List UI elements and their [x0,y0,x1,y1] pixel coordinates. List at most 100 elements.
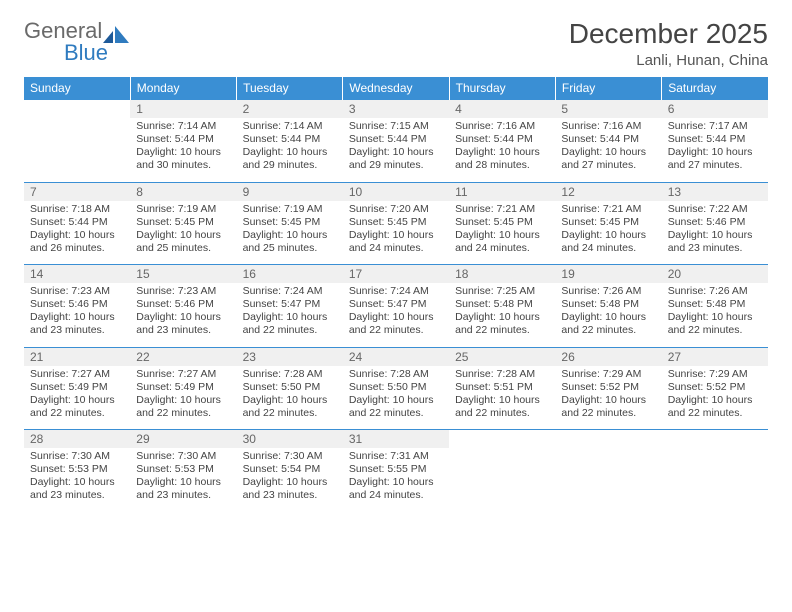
sunrise-text: Sunrise: 7:21 AM [455,203,549,216]
sunrise-text: Sunrise: 7:22 AM [668,203,762,216]
day-body-cell: Sunrise: 7:30 AMSunset: 5:53 PMDaylight:… [130,448,236,512]
day-body-row: Sunrise: 7:30 AMSunset: 5:53 PMDaylight:… [24,448,768,512]
weekday-header: Tuesday [237,77,343,100]
sunrise-text: Sunrise: 7:26 AM [668,285,762,298]
day-number-cell: 20 [662,265,768,284]
sunrise-text: Sunrise: 7:16 AM [455,120,549,133]
daylight-text: Daylight: 10 hours and 22 minutes. [561,394,655,420]
daylight-text: Daylight: 10 hours and 24 minutes. [349,476,443,502]
sunset-text: Sunset: 5:55 PM [349,463,443,476]
day-body-cell: Sunrise: 7:19 AMSunset: 5:45 PMDaylight:… [237,201,343,265]
day-body-cell: Sunrise: 7:21 AMSunset: 5:45 PMDaylight:… [449,201,555,265]
sunset-text: Sunset: 5:45 PM [455,216,549,229]
sunset-text: Sunset: 5:45 PM [349,216,443,229]
daylight-text: Daylight: 10 hours and 23 minutes. [668,229,762,255]
sunset-text: Sunset: 5:47 PM [243,298,337,311]
sunrise-text: Sunrise: 7:28 AM [243,368,337,381]
day-number-cell: 5 [555,100,661,119]
day-body-cell: Sunrise: 7:31 AMSunset: 5:55 PMDaylight:… [343,448,449,512]
day-number-cell: 9 [237,182,343,201]
sunset-text: Sunset: 5:44 PM [30,216,124,229]
day-body-cell: Sunrise: 7:20 AMSunset: 5:45 PMDaylight:… [343,201,449,265]
day-number-cell: 29 [130,430,236,449]
day-body-row: Sunrise: 7:18 AMSunset: 5:44 PMDaylight:… [24,201,768,265]
sunset-text: Sunset: 5:50 PM [243,381,337,394]
sunset-text: Sunset: 5:44 PM [349,133,443,146]
day-body-cell: Sunrise: 7:14 AMSunset: 5:44 PMDaylight:… [237,118,343,182]
day-number-cell: 28 [24,430,130,449]
day-body-row: Sunrise: 7:23 AMSunset: 5:46 PMDaylight:… [24,283,768,347]
day-body-cell: Sunrise: 7:28 AMSunset: 5:50 PMDaylight:… [237,366,343,430]
day-body-cell: Sunrise: 7:16 AMSunset: 5:44 PMDaylight:… [555,118,661,182]
day-number-cell: 16 [237,265,343,284]
daylight-text: Daylight: 10 hours and 24 minutes. [561,229,655,255]
sunset-text: Sunset: 5:50 PM [349,381,443,394]
day-body-row: Sunrise: 7:27 AMSunset: 5:49 PMDaylight:… [24,366,768,430]
day-number-cell: 11 [449,182,555,201]
daylight-text: Daylight: 10 hours and 27 minutes. [668,146,762,172]
day-number-row: 14151617181920 [24,265,768,284]
daylight-text: Daylight: 10 hours and 29 minutes. [243,146,337,172]
day-body-cell: Sunrise: 7:29 AMSunset: 5:52 PMDaylight:… [662,366,768,430]
day-body-cell [662,448,768,512]
day-number-cell: 14 [24,265,130,284]
day-number-row: 78910111213 [24,182,768,201]
day-number-cell: 30 [237,430,343,449]
sunset-text: Sunset: 5:48 PM [561,298,655,311]
logo-overlay: General Blue [24,18,141,66]
day-body-cell: Sunrise: 7:15 AMSunset: 5:44 PMDaylight:… [343,118,449,182]
day-number-cell: 2 [237,100,343,119]
day-number-cell [449,430,555,449]
day-number-cell: 18 [449,265,555,284]
day-number-row: 123456 [24,100,768,119]
sunrise-text: Sunrise: 7:30 AM [243,450,337,463]
day-number-cell: 31 [343,430,449,449]
daylight-text: Daylight: 10 hours and 23 minutes. [136,476,230,502]
sunset-text: Sunset: 5:44 PM [136,133,230,146]
calendar-body: 123456Sunrise: 7:14 AMSunset: 5:44 PMDay… [24,100,768,513]
sunrise-text: Sunrise: 7:14 AM [243,120,337,133]
day-number-cell: 23 [237,347,343,366]
daylight-text: Daylight: 10 hours and 23 minutes. [136,311,230,337]
sunrise-text: Sunrise: 7:30 AM [136,450,230,463]
sunset-text: Sunset: 5:45 PM [136,216,230,229]
day-body-cell: Sunrise: 7:17 AMSunset: 5:44 PMDaylight:… [662,118,768,182]
day-body-cell: Sunrise: 7:30 AMSunset: 5:53 PMDaylight:… [24,448,130,512]
sunrise-text: Sunrise: 7:16 AM [561,120,655,133]
sunset-text: Sunset: 5:46 PM [136,298,230,311]
day-body-cell: Sunrise: 7:26 AMSunset: 5:48 PMDaylight:… [662,283,768,347]
weekday-header: Thursday [449,77,555,100]
daylight-text: Daylight: 10 hours and 22 minutes. [455,311,549,337]
sunset-text: Sunset: 5:49 PM [136,381,230,394]
weekday-header: Monday [130,77,236,100]
daylight-text: Daylight: 10 hours and 23 minutes. [30,311,124,337]
daylight-text: Daylight: 10 hours and 22 minutes. [561,311,655,337]
sunset-text: Sunset: 5:48 PM [668,298,762,311]
weekday-header: Sunday [24,77,130,100]
sunset-text: Sunset: 5:48 PM [455,298,549,311]
day-number-cell: 7 [24,182,130,201]
day-body-cell: Sunrise: 7:18 AMSunset: 5:44 PMDaylight:… [24,201,130,265]
day-body-row: Sunrise: 7:14 AMSunset: 5:44 PMDaylight:… [24,118,768,182]
day-body-cell [24,118,130,182]
day-number-cell: 1 [130,100,236,119]
daylight-text: Daylight: 10 hours and 22 minutes. [668,394,762,420]
sunset-text: Sunset: 5:52 PM [668,381,762,394]
day-number-cell: 27 [662,347,768,366]
daylight-text: Daylight: 10 hours and 22 minutes. [349,311,443,337]
day-body-cell: Sunrise: 7:14 AMSunset: 5:44 PMDaylight:… [130,118,236,182]
sunrise-text: Sunrise: 7:28 AM [455,368,549,381]
daylight-text: Daylight: 10 hours and 22 minutes. [455,394,549,420]
daylight-text: Daylight: 10 hours and 22 minutes. [243,394,337,420]
title-block: December 2025 Lanli, Hunan, China [569,18,768,69]
sunset-text: Sunset: 5:46 PM [668,216,762,229]
sunset-text: Sunset: 5:53 PM [136,463,230,476]
day-number-cell: 22 [130,347,236,366]
sunset-text: Sunset: 5:49 PM [30,381,124,394]
sunrise-text: Sunrise: 7:21 AM [561,203,655,216]
day-body-cell: Sunrise: 7:22 AMSunset: 5:46 PMDaylight:… [662,201,768,265]
sunset-text: Sunset: 5:45 PM [243,216,337,229]
day-body-cell: Sunrise: 7:25 AMSunset: 5:48 PMDaylight:… [449,283,555,347]
sunrise-text: Sunrise: 7:28 AM [349,368,443,381]
daylight-text: Daylight: 10 hours and 30 minutes. [136,146,230,172]
